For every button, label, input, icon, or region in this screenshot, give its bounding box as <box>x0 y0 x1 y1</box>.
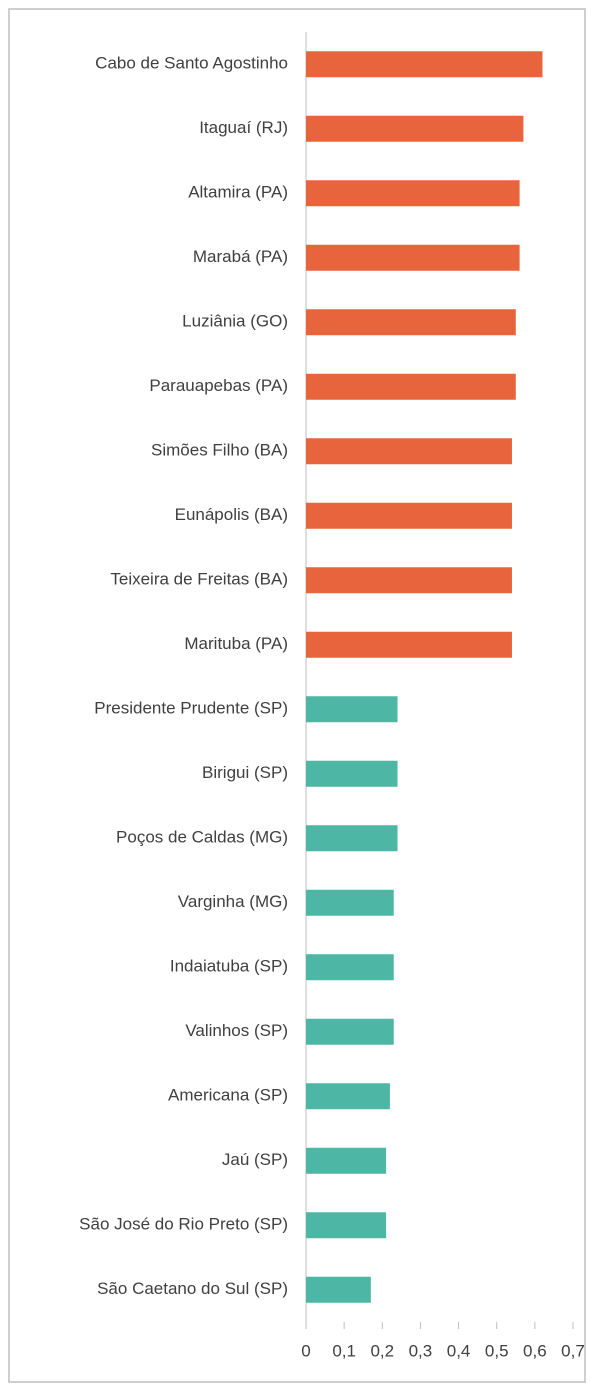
y-tick-label: São José do Rio Preto (SP) <box>79 1215 288 1234</box>
x-tick-label: 0,7 <box>561 1341 585 1360</box>
x-tick-label: 0,6 <box>523 1341 547 1360</box>
x-tick-label: 0,4 <box>447 1341 471 1360</box>
x-tick-label: 0,1 <box>332 1341 356 1360</box>
bar <box>306 244 520 271</box>
bar <box>306 1276 371 1303</box>
bar <box>306 1212 387 1239</box>
y-tick-label: Marituba (PA) <box>184 634 288 653</box>
bar <box>306 115 524 142</box>
bar <box>306 954 394 981</box>
y-tick-label: Teixeira de Freitas (BA) <box>110 570 288 589</box>
bar <box>306 51 543 78</box>
bar <box>306 825 398 852</box>
bar <box>306 696 398 723</box>
y-tick-label: Cabo de Santo Agostinho <box>95 54 288 73</box>
bar <box>306 309 516 336</box>
x-tick-label: 0,3 <box>409 1341 433 1360</box>
y-tick-label: Valinhos (SP) <box>185 1021 288 1040</box>
y-tick-label: Presidente Prudente (SP) <box>94 699 288 718</box>
y-tick-label: Parauapebas (PA) <box>149 376 288 395</box>
y-tick-label: Birigui (SP) <box>202 763 288 782</box>
y-tick-label: Eunápolis (BA) <box>175 505 288 524</box>
y-tick-label: Itaguaí (RJ) <box>199 118 288 137</box>
bar <box>306 502 512 529</box>
bar <box>306 373 516 400</box>
y-tick-label: Marabá (PA) <box>193 247 288 266</box>
bar <box>306 760 398 787</box>
y-tick-label: Poços de Caldas (MG) <box>116 828 288 847</box>
x-tick-label: 0 <box>301 1341 310 1360</box>
y-tick-label: Altamira (PA) <box>188 183 288 202</box>
bar <box>306 631 512 658</box>
bar <box>306 1147 387 1174</box>
bar <box>306 438 512 465</box>
y-tick-label: Simões Filho (BA) <box>151 441 288 460</box>
y-tick-label: Indaiatuba (SP) <box>170 957 288 976</box>
y-tick-label: Americana (SP) <box>168 1086 288 1105</box>
x-tick-label: 0,5 <box>485 1341 509 1360</box>
bar <box>306 567 512 594</box>
bar <box>306 180 520 207</box>
x-tick-label: 0,2 <box>370 1341 394 1360</box>
bar <box>306 889 394 916</box>
y-tick-label: São Caetano do Sul (SP) <box>97 1279 288 1298</box>
chart-frame <box>8 8 586 1383</box>
y-tick-label: Luziânia (GO) <box>182 312 288 331</box>
bar <box>306 1018 394 1045</box>
y-tick-label: Varginha (MG) <box>178 892 288 911</box>
y-tick-label: Jaú (SP) <box>222 1150 288 1169</box>
bar <box>306 1083 390 1110</box>
